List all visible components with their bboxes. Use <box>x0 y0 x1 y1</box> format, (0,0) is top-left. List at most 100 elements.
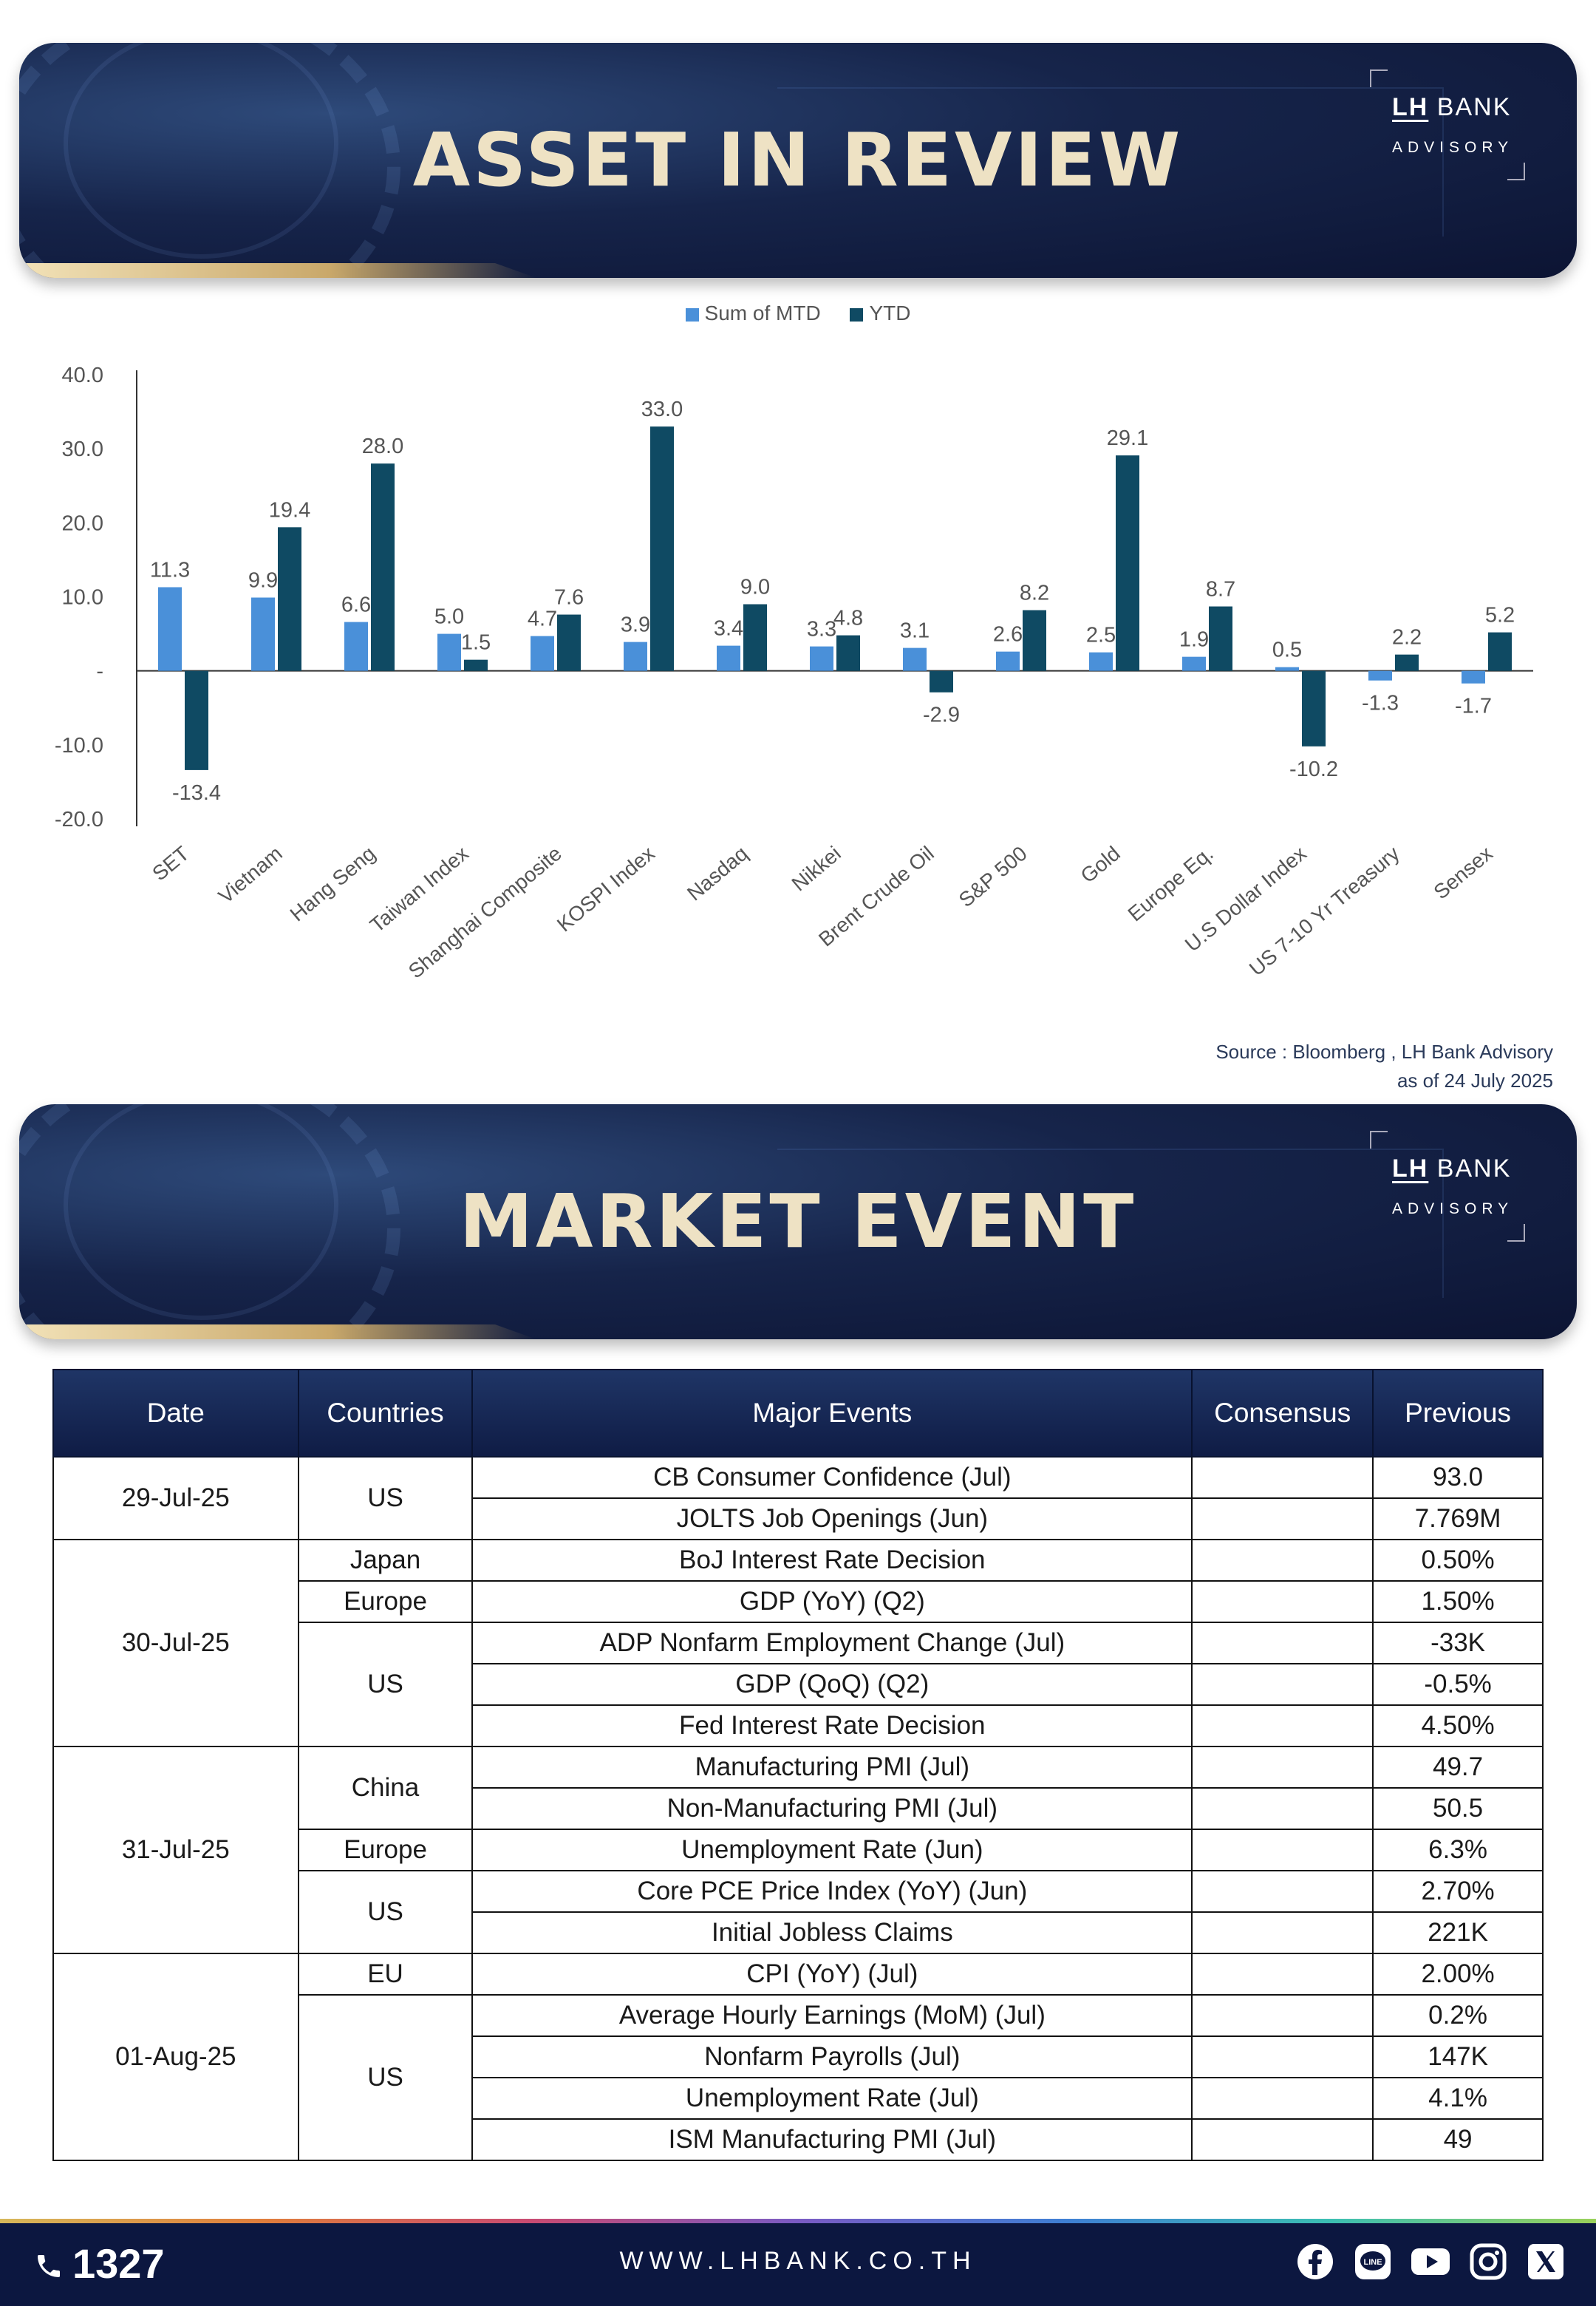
table-row: ISM Manufacturing PMI (Jul) 49 <box>53 2118 1544 2161</box>
table-row: US Average Hourly Earnings (MoM) (Jul) 0.2… <box>53 1994 1544 2161</box>
country-cell: Europe <box>297 1829 474 1871</box>
header-previous: Previous <box>1372 1369 1544 1458</box>
y-tick-label: -10.0 <box>55 734 103 758</box>
bar-ytd <box>650 426 674 671</box>
consensus-cell <box>1191 2118 1374 2161</box>
event-cell: GDP (QoQ) (Q2) <box>471 1663 1193 1706</box>
bar-ytd <box>930 670 953 693</box>
bar-ytd <box>1023 610 1046 671</box>
data-label: 19.4 <box>269 498 310 522</box>
table-row: 01-Aug-25 EU CPI (YoY) (Jul) 2.00% <box>52 1953 1544 2161</box>
table-row: Initial Jobless Claims 221K <box>53 1911 1544 1954</box>
footer: 1327 WWW.LHBANK.CO.TH LINE <box>0 2219 1596 2306</box>
data-label: -13.4 <box>172 781 221 805</box>
previous-cell: 7.769M <box>1372 1497 1544 1540</box>
bar-mtd <box>251 597 275 671</box>
decorative-circuit <box>777 1149 1444 1298</box>
country-cell: US <box>297 1456 474 1540</box>
youtube-icon[interactable] <box>1410 2241 1451 2282</box>
event-cell: Nonfarm Payrolls (Jul) <box>471 2035 1193 2078</box>
previous-cell: 0.50% <box>1372 1539 1544 1582</box>
previous-cell: -0.5% <box>1372 1663 1544 1706</box>
previous-cell: 50.5 <box>1372 1787 1544 1830</box>
bar-mtd <box>1182 656 1206 671</box>
country-cell: Europe <box>297 1580 474 1623</box>
bar-ytd <box>1116 455 1139 671</box>
source-note: Source : Bloomberg , LH Bank Advisory as… <box>1215 1038 1553 1095</box>
market-events-table: Date Countries Major Events Consensus Pr… <box>52 1369 1544 2161</box>
bar-ytd <box>1395 654 1419 671</box>
event-cell: Unemployment Rate (Jun) <box>471 1829 1193 1871</box>
consensus-cell <box>1191 1580 1374 1623</box>
legend-swatch <box>850 307 864 322</box>
data-label: 9.0 <box>740 576 770 599</box>
table-row: 31-Jul-25 China Manufacturing PMI (Jul) 49.… <box>52 1746 1544 1954</box>
bar-mtd <box>624 642 647 671</box>
y-tick-label: 30.0 <box>62 438 103 461</box>
date-cell: 30-Jul-25 <box>52 1539 299 1747</box>
x-tick-label: Sensex <box>1429 842 1496 904</box>
data-label: 0.5 <box>1272 639 1302 662</box>
bar-ytd <box>836 635 860 671</box>
social-links: LINE <box>1295 2241 1566 2282</box>
bar-chart: 40.0 30.0 20.0 10.0 - -10.0 -20.0 11.3 -13.4 SET 9… <box>55 364 1533 983</box>
x-tick-label: S&P 500 <box>955 842 1031 911</box>
data-label: 28.0 <box>362 435 403 458</box>
y-tick-label: -20.0 <box>55 808 103 831</box>
market-event-banner: MARKET EVENT LH BANK ADVISORY <box>19 1104 1577 1339</box>
previous-cell: 0.2% <box>1372 1994 1544 2037</box>
table-row: JOLTS Job Openings (Jun) 7.769M <box>53 1497 1544 1540</box>
bar-mtd <box>1462 670 1485 684</box>
event-cell: CB Consumer Confidence (Jul) <box>471 1456 1193 1499</box>
x-tick-label: Shanghai Composite <box>404 842 566 983</box>
previous-cell: 147K <box>1372 2035 1544 2078</box>
consensus-cell <box>1191 1994 1374 2037</box>
event-cell: ADP Nonfarm Employment Change (Jul) <box>471 1622 1193 1664</box>
bar-mtd <box>903 647 927 671</box>
event-cell: Fed Interest Rate Decision <box>471 1704 1193 1747</box>
consensus-cell <box>1191 1911 1374 1954</box>
data-label: 9.9 <box>248 569 278 593</box>
phone-icon <box>38 2255 60 2277</box>
bar-mtd <box>1275 667 1299 671</box>
data-label: 33.0 <box>641 398 683 421</box>
x-icon[interactable] <box>1525 2241 1566 2282</box>
x-tick-label: Gold <box>1077 842 1125 888</box>
facebook-icon[interactable] <box>1295 2241 1336 2282</box>
consensus-cell <box>1191 1870 1374 1913</box>
chart-legend: Sum of MTD YTD <box>0 302 1596 325</box>
bar-mtd <box>996 651 1020 671</box>
instagram-icon[interactable] <box>1467 2241 1509 2282</box>
consensus-cell <box>1191 1497 1374 1540</box>
website-link[interactable]: WWW.LHBANK.CO.TH <box>619 2247 977 2275</box>
table-row: Fed Interest Rate Decision 4.50% <box>53 1704 1544 1747</box>
x-tick-label: SET <box>148 842 194 885</box>
table-row: Nonfarm Payrolls (Jul) 147K <box>53 2035 1544 2078</box>
table-header-row: Date Countries Major Events Consensus Pr… <box>52 1369 1544 1458</box>
event-cell: Unemployment Rate (Jul) <box>471 2077 1193 2120</box>
previous-cell: 4.50% <box>1372 1704 1544 1747</box>
table-row: Non-Manufacturing PMI (Jul) 50.5 <box>53 1787 1544 1830</box>
decorative-ring <box>64 43 338 259</box>
data-label: 6.6 <box>341 593 371 617</box>
phone-number[interactable]: 1327 <box>34 2239 165 2288</box>
data-label: 2.2 <box>1392 626 1422 650</box>
data-label: 3.3 <box>807 618 836 642</box>
bar-mtd <box>810 646 833 671</box>
data-label: 11.3 <box>150 558 190 582</box>
data-label: 2.5 <box>1086 624 1116 647</box>
event-cell: Manufacturing PMI (Jul) <box>471 1746 1193 1789</box>
bar-ytd <box>185 670 208 770</box>
country-cell: US <box>297 1622 474 1747</box>
data-label: 3.9 <box>621 613 650 637</box>
header-date: Date <box>52 1369 299 1458</box>
date-cell: 31-Jul-25 <box>52 1746 299 1954</box>
country-cell: US <box>297 1994 474 2161</box>
table-row: Europe Unemployment Rate (Jun) 6.3% <box>53 1829 1544 1871</box>
event-cell: Initial Jobless Claims <box>471 1911 1193 1954</box>
y-tick-label: 10.0 <box>62 586 103 610</box>
source-line: Source : Bloomberg , LH Bank Advisory <box>1215 1041 1553 1063</box>
line-icon[interactable]: LINE <box>1352 2241 1394 2282</box>
bar-mtd <box>531 636 554 671</box>
previous-cell: 49.7 <box>1372 1746 1544 1789</box>
